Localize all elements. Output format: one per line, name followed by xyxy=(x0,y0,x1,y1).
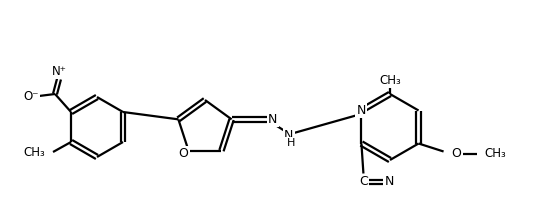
Text: O⁻: O⁻ xyxy=(23,90,39,103)
Text: C: C xyxy=(359,175,368,188)
Text: N: N xyxy=(284,129,294,142)
Text: CH₃: CH₃ xyxy=(379,73,401,86)
Text: CH₃: CH₃ xyxy=(485,147,507,160)
Text: N: N xyxy=(357,104,366,117)
Text: N: N xyxy=(268,113,277,126)
Text: H: H xyxy=(286,138,295,148)
Text: N⁺: N⁺ xyxy=(52,65,67,78)
Text: O: O xyxy=(451,147,461,160)
Text: N: N xyxy=(385,175,394,188)
Text: CH₃: CH₃ xyxy=(23,146,45,159)
Text: O: O xyxy=(178,147,188,160)
